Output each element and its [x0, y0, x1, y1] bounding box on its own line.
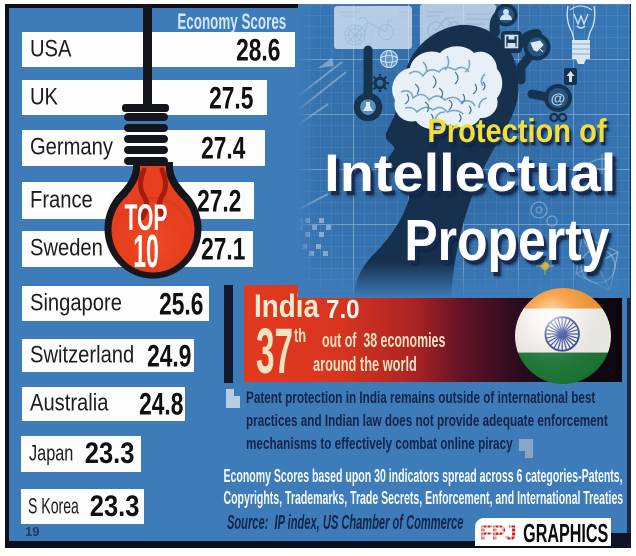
svg-text:@: @ — [551, 91, 566, 108]
svg-text:FPJ: FPJ — [480, 522, 516, 544]
